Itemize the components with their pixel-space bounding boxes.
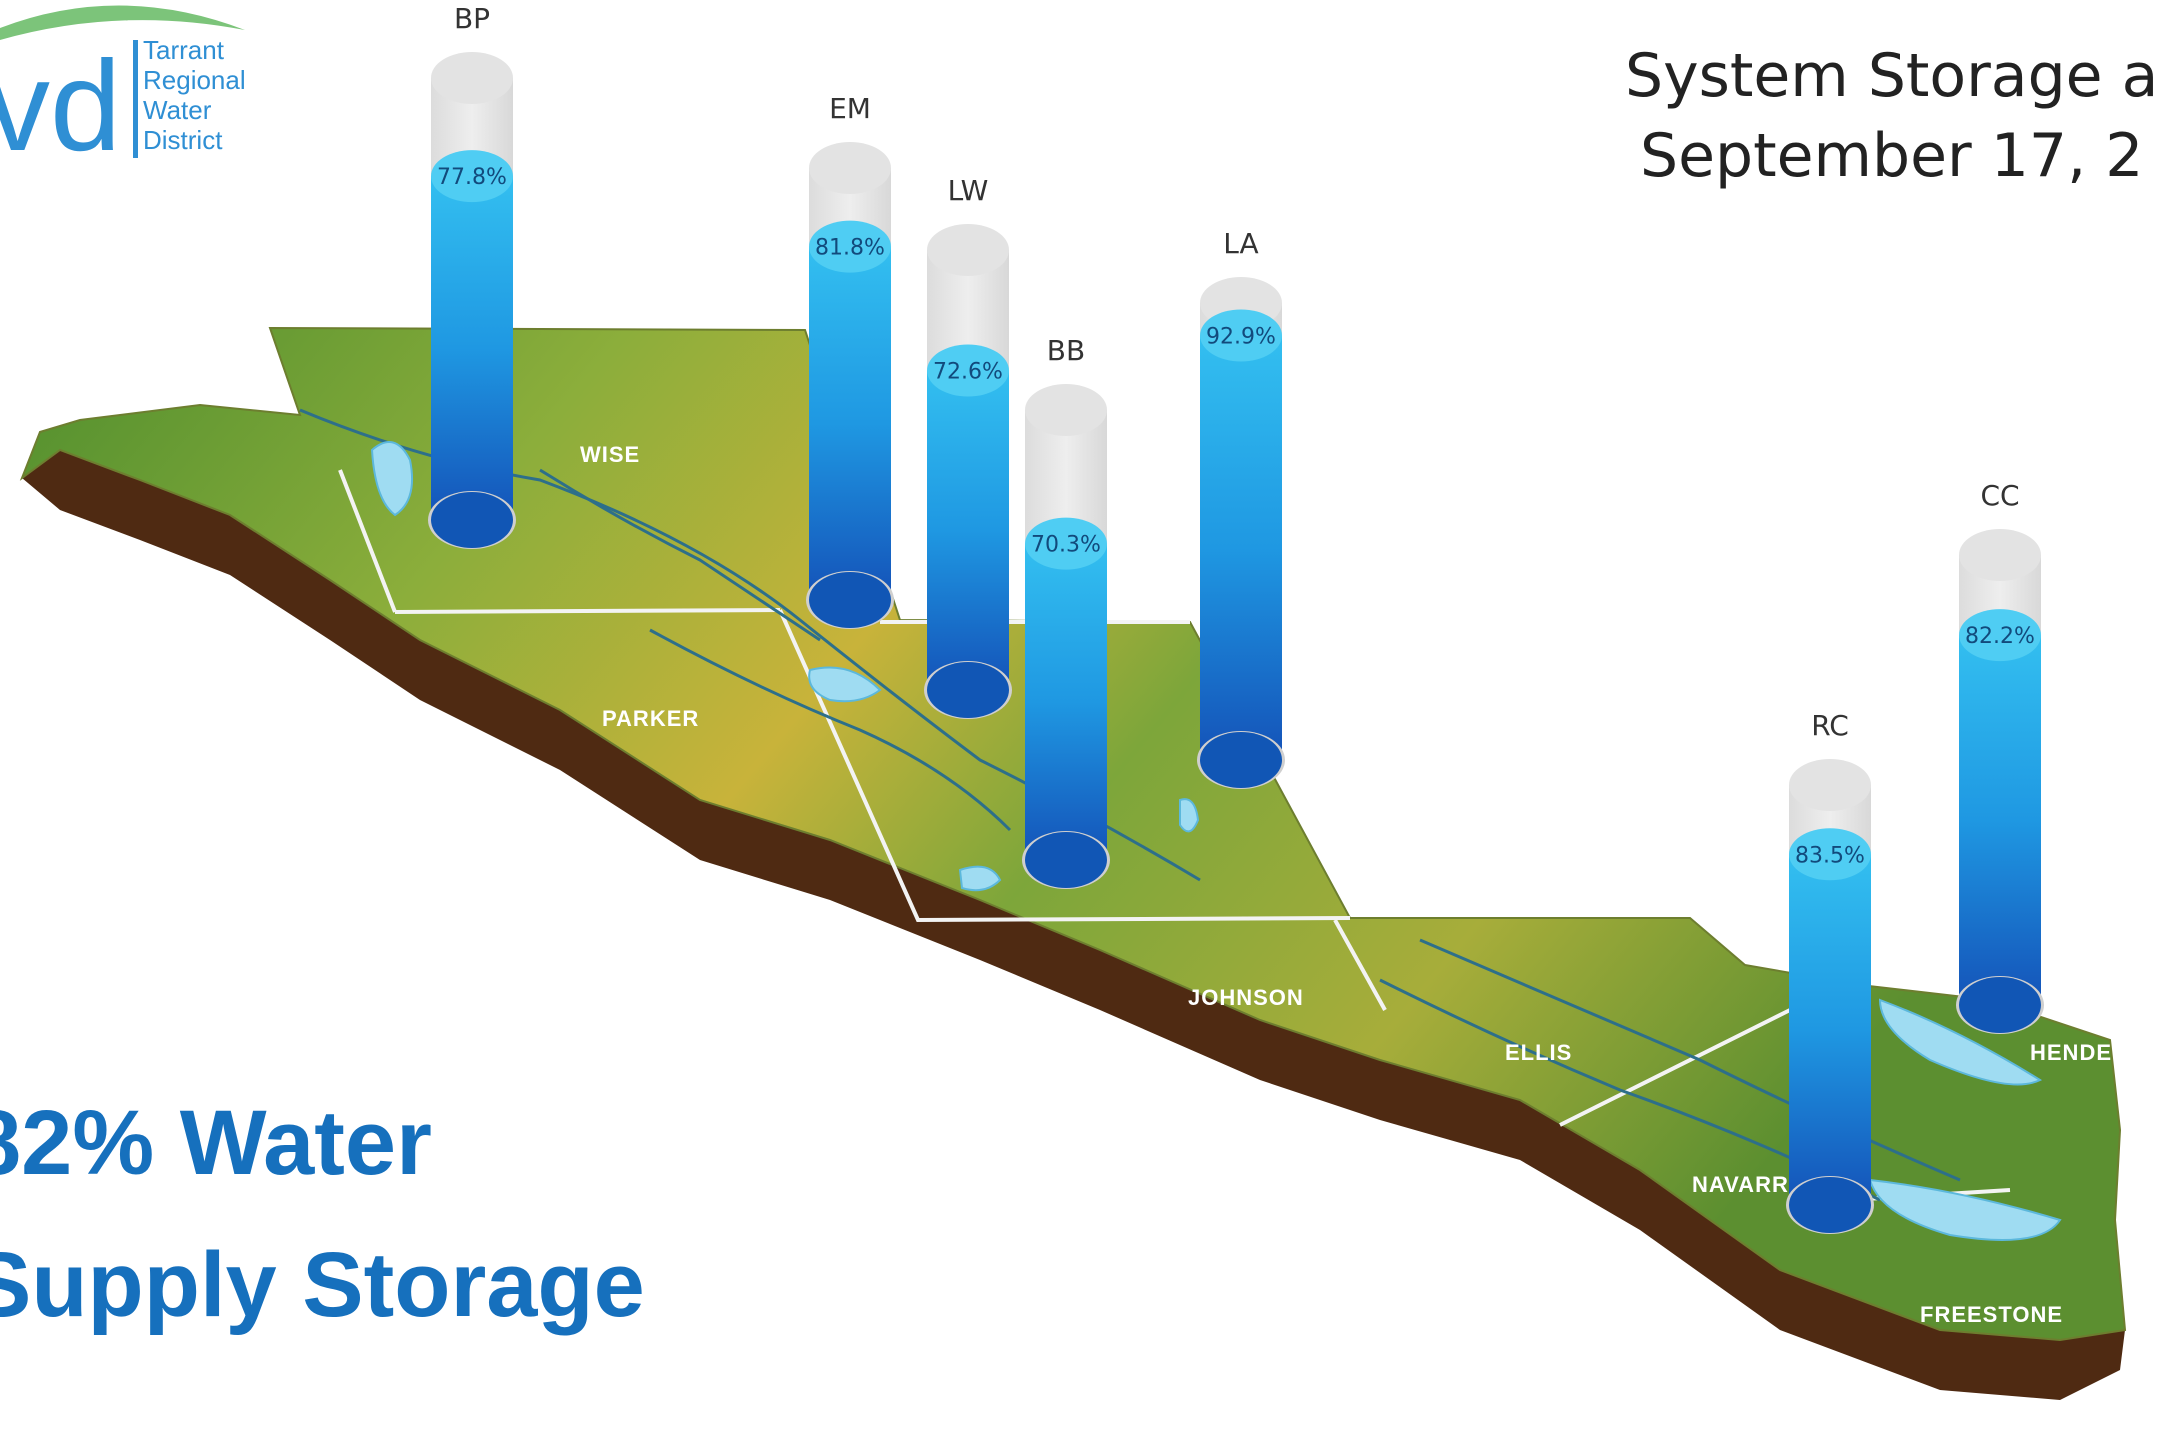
lakes [370,441,2062,1241]
reservoir-percent: 81.8% [815,236,885,261]
tube-base [809,572,891,628]
tube-cap [927,224,1009,276]
tube-cap [431,52,513,104]
water-fill [431,176,513,520]
tube-cap [809,142,891,194]
county-label-johnson: JOHNSON [1188,985,1304,1010]
reservoir-code: CC [1980,479,2019,512]
county-label-freestone: FREESTONE [1920,1302,2063,1327]
county-label-wise: WISE [580,442,640,467]
water-surface [1200,309,1282,362]
water-surface [1789,828,1871,881]
gauge-cc: CC 82.2% [1956,479,2044,1034]
logo-line: Water [143,95,212,125]
reservoir-code: BB [1047,334,1085,367]
water-surface [1959,609,2041,662]
reservoir-code: EM [829,92,871,125]
logo-divider [133,40,138,158]
tube-cap [1789,759,1871,811]
reservoir-code: BP [454,2,490,35]
reservoir-percent: 83.5% [1795,843,1865,868]
reservoir-percent: 82.2% [1965,624,2035,649]
logo-fragment: vd [0,35,121,178]
tube-cap [1959,529,2041,581]
water-fill [927,370,1009,690]
water-fill [1200,335,1282,760]
county-label-henderson: HENDERSON [2030,1040,2177,1065]
headline-line-2: Supply Storage [0,1234,645,1336]
title-line-2: September 17, 2 [1640,121,2144,191]
water-surface [927,344,1009,397]
water-fill [809,246,891,600]
water-surface [431,150,513,203]
reservoir-code: RC [1811,709,1849,742]
reservoir-code: LA [1223,227,1258,260]
title-line-1: System Storage a [1625,41,2159,111]
reservoir-percent: 72.6% [933,360,1003,385]
logo-line: District [143,125,223,155]
county-label-ellis: ELLIS [1505,1040,1572,1065]
gauge-la: LA 92.9% [1197,227,1285,789]
water-fill [1025,543,1107,860]
county-label-parker: PARKER [602,706,699,731]
water-surface [1025,517,1107,570]
reservoir-gauges: BP 77.8% EM 81.8% LW 72.6% BB 70.3% LA 92.9% RC 83.… [428,2,2044,1234]
logo-text: Tarrant Regional Water District [143,35,246,155]
gauge-lw: LW 72.6% [924,174,1012,719]
logo-arc [0,5,245,40]
map-base [22,450,2125,1400]
water-fill [1959,635,2041,1005]
gauge-em: EM 81.8% [806,92,894,629]
water-surface [809,220,891,273]
headline-stat: 82% Water Supply Storage [0,1072,645,1356]
gauge-bp: BP 77.8% [428,2,516,549]
tube-base [1025,832,1107,888]
tube-base [1200,732,1282,788]
gauge-bb: BB 70.3% [1022,334,1110,889]
water-fill [1789,854,1871,1205]
logo-line: Tarrant [143,35,224,65]
reservoir-percent: 70.3% [1031,533,1101,558]
page-title: System Storage a September 17, 2 [1625,36,2158,196]
headline-line-1: 82% Water [0,1092,432,1194]
county-label-navarro: NAVARRO [1692,1172,1807,1197]
reservoir-percent: 77.8% [437,165,507,190]
tube-base [1959,977,2041,1033]
reservoir-code: LW [948,174,989,207]
tube-base [431,492,513,548]
tube-base [1789,1177,1871,1233]
gauge-rc: RC 83.5% [1786,709,1874,1234]
logo-line: Regional [143,65,246,95]
reservoir-percent: 92.9% [1206,324,1276,349]
tube-cap [1025,384,1107,436]
tube-base [927,662,1009,718]
